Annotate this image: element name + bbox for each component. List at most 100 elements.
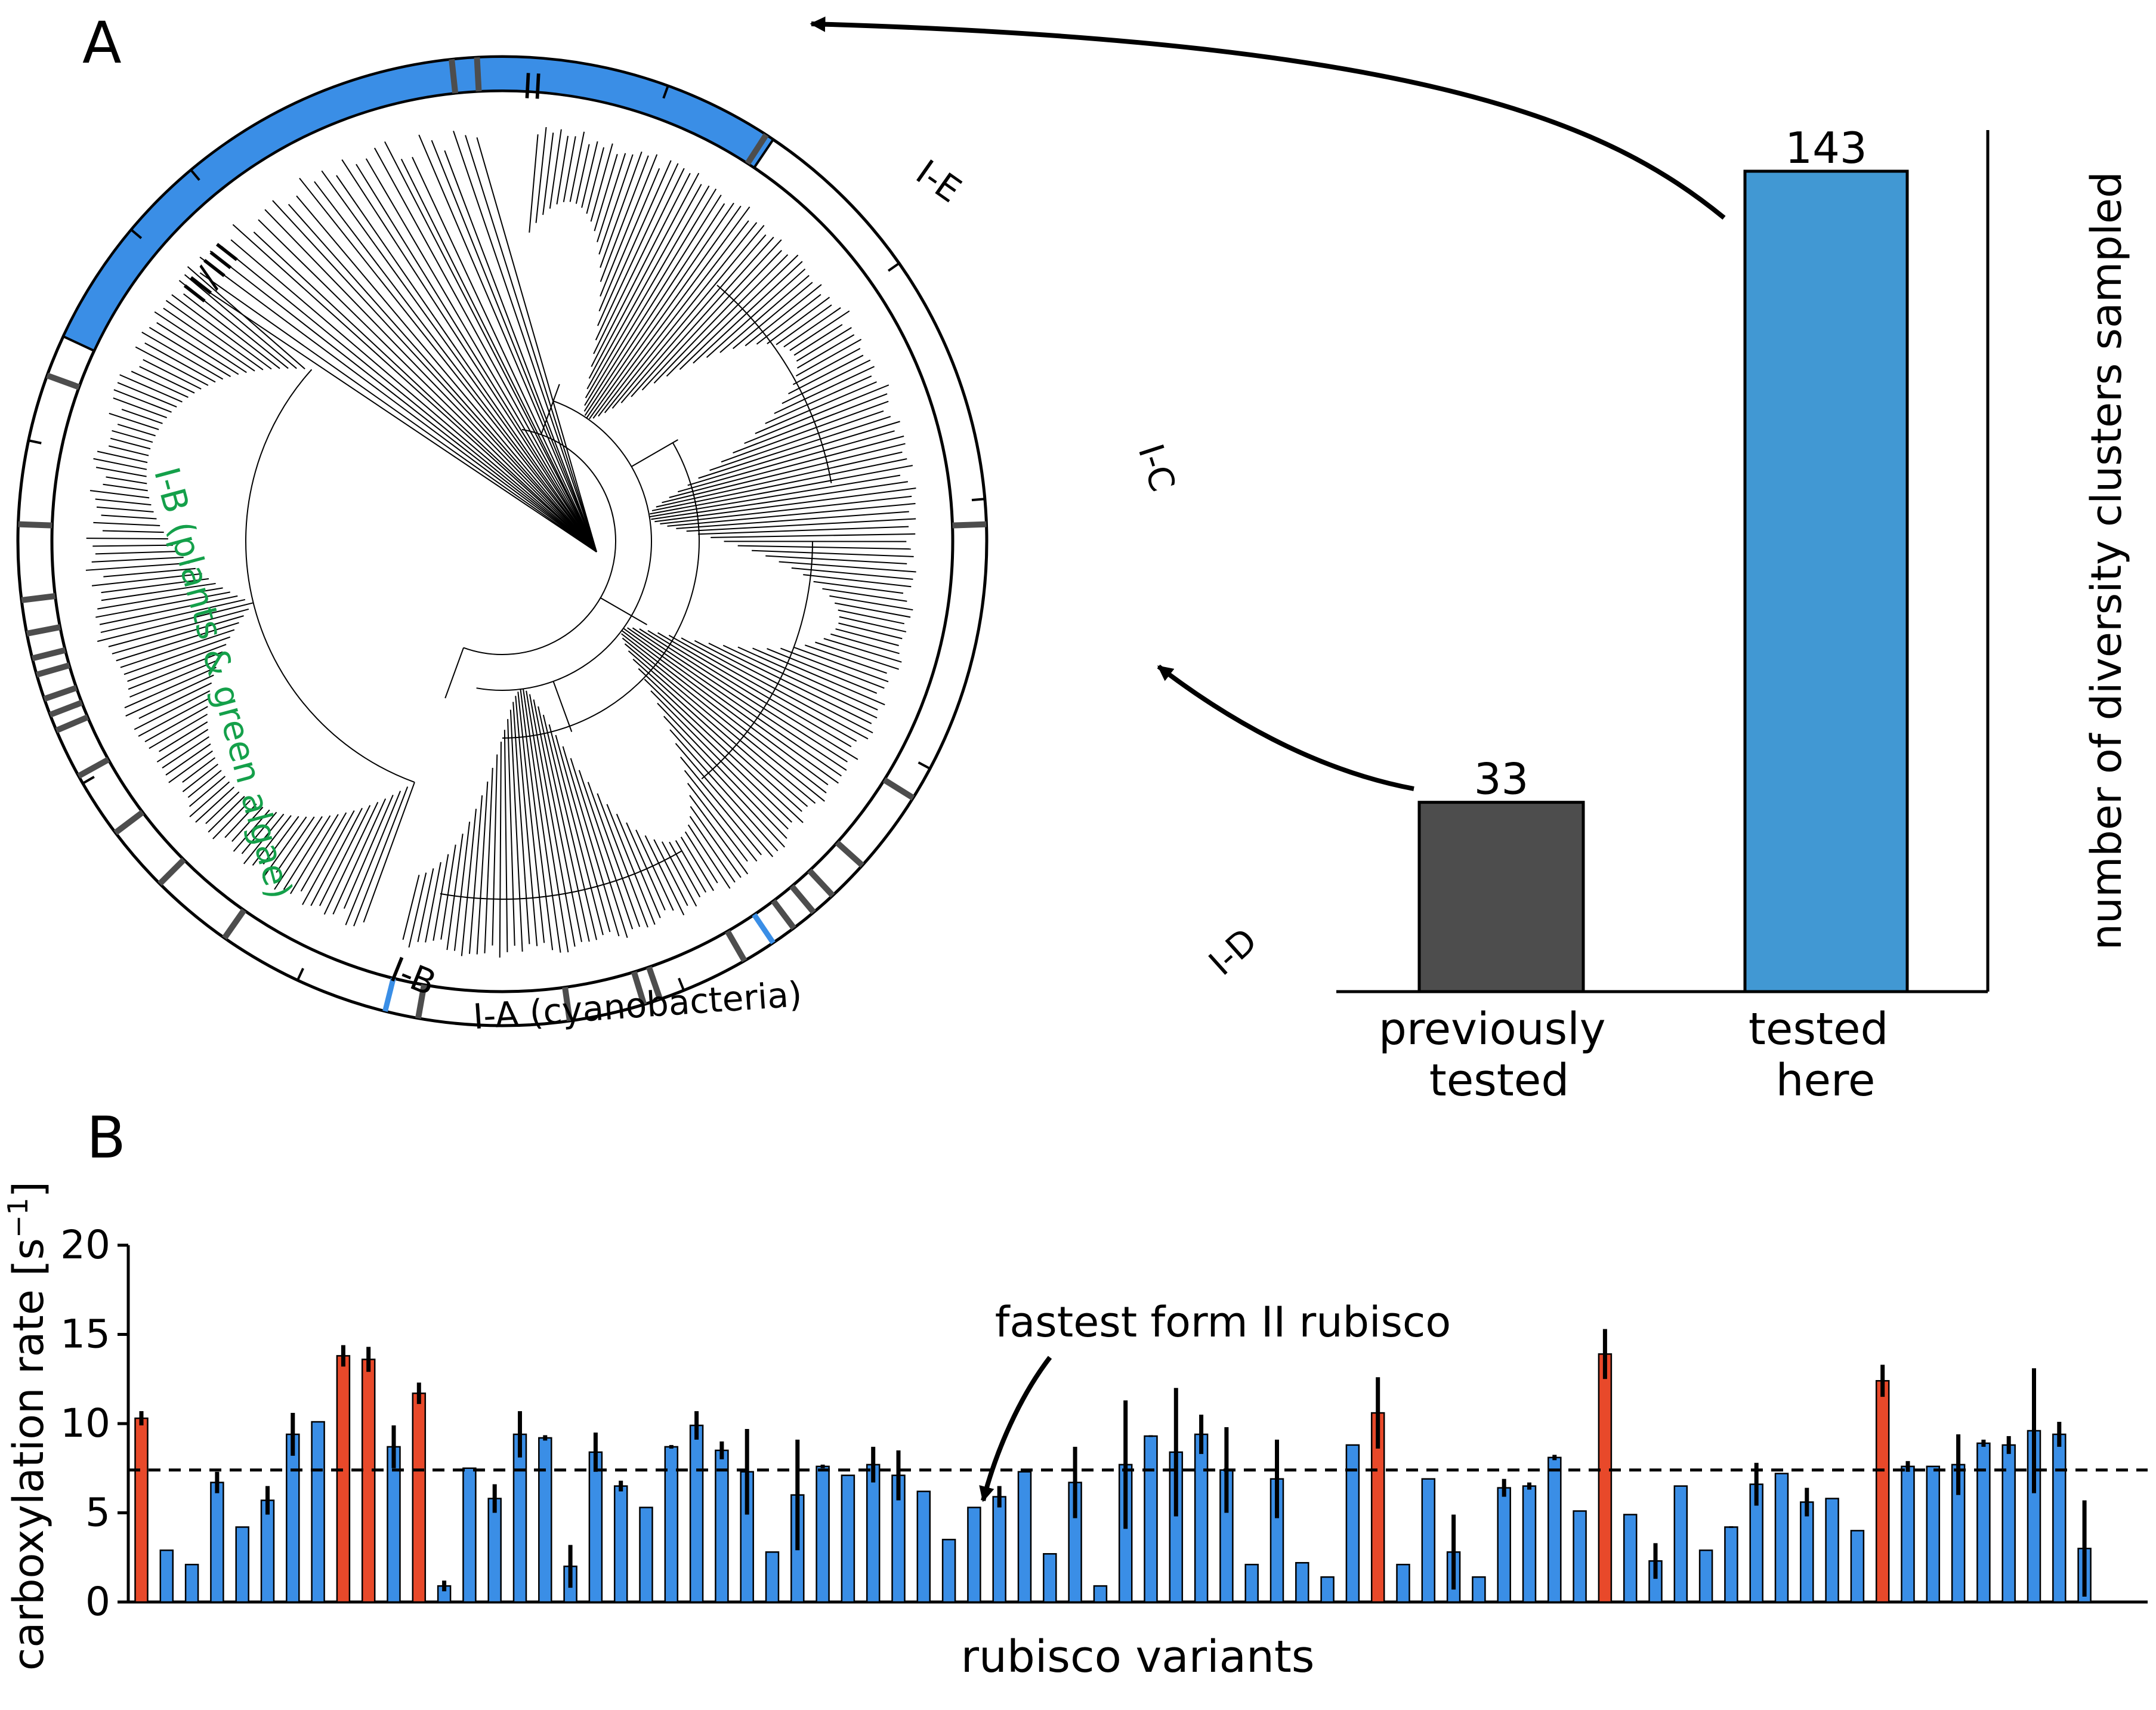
tree-branch xyxy=(755,381,877,434)
tree-branch xyxy=(533,699,582,942)
tree-backbone xyxy=(463,428,617,655)
tree-branch xyxy=(345,791,401,925)
tree-branch xyxy=(592,206,750,419)
tree-branch xyxy=(600,155,649,282)
tree-branch xyxy=(121,409,163,424)
tree-branch xyxy=(288,203,597,552)
tree-branch xyxy=(112,430,153,443)
tree-branch xyxy=(708,643,872,724)
ring-gray-tick xyxy=(835,840,864,868)
tree-branch xyxy=(660,495,912,525)
tree-branches xyxy=(85,126,916,958)
tree-branch xyxy=(597,160,672,326)
tree-branch xyxy=(796,327,852,362)
tree-branch xyxy=(667,502,916,527)
tree-branch xyxy=(258,219,597,552)
tree-branch xyxy=(681,637,869,740)
ring-blue-tick xyxy=(752,913,776,944)
tree-branch xyxy=(492,754,498,946)
bar-red xyxy=(1875,1379,1890,1603)
tree-branch xyxy=(520,689,554,950)
tree-branch xyxy=(476,781,489,955)
ring-separator-tick xyxy=(296,968,304,981)
ring-gray-tick xyxy=(449,58,459,94)
tree-branch xyxy=(461,808,477,956)
tree-branch xyxy=(791,567,913,580)
tree-branch xyxy=(384,141,597,552)
bar-blue xyxy=(1043,1553,1057,1603)
tree-branch xyxy=(171,294,272,370)
tree-branch xyxy=(314,181,597,552)
tree-branch xyxy=(319,805,371,906)
tree-branch xyxy=(125,674,214,717)
tree-branch xyxy=(783,307,841,348)
tree-branch xyxy=(465,135,597,552)
tree-branch xyxy=(745,284,822,347)
tree-branch xyxy=(542,714,597,940)
tree-branch xyxy=(638,668,804,823)
tree-branch xyxy=(187,266,305,370)
tree-branch xyxy=(446,834,464,950)
tree-branch xyxy=(548,724,604,936)
tree-branch xyxy=(822,588,907,602)
tree-branch xyxy=(639,628,848,763)
tree-backbone xyxy=(245,369,415,783)
tree-branch xyxy=(341,159,597,552)
tree-branch xyxy=(336,175,597,552)
tree-branch xyxy=(101,582,216,601)
tree-branch xyxy=(678,430,895,493)
tree-branch xyxy=(109,412,159,430)
tree-branch xyxy=(804,644,887,674)
bar-blue xyxy=(538,1437,552,1603)
tree-branch xyxy=(499,742,502,958)
tree-branch xyxy=(669,729,779,851)
y-ticks: 0 5 10 15 20 xyxy=(60,1222,128,1625)
tree-branch xyxy=(684,831,718,884)
bar-blue xyxy=(1244,1563,1259,1603)
tree-branch xyxy=(332,798,387,915)
tree-branch xyxy=(581,141,598,208)
tree-branch xyxy=(535,126,547,223)
tree-branch xyxy=(209,250,597,552)
bar-red xyxy=(412,1392,427,1603)
bar-blue xyxy=(512,1433,527,1603)
tree-branch xyxy=(139,366,195,394)
tree-branch xyxy=(663,715,785,848)
tree-branch xyxy=(675,743,774,857)
ring-separator-tick xyxy=(887,262,900,272)
tree-branch xyxy=(767,648,878,694)
clade-label-ib-plants: I-B (plants & green algae) xyxy=(146,463,301,903)
ring-gray-tick xyxy=(745,133,769,165)
tree-branch xyxy=(101,514,157,520)
ylabel-end: ] xyxy=(4,1181,53,1197)
tree-branch xyxy=(440,844,456,940)
bar-blue xyxy=(1976,1442,1991,1603)
tree-branch xyxy=(85,562,190,571)
ring-gray-tick xyxy=(113,810,145,835)
tree-branch xyxy=(687,783,748,862)
tree-branch xyxy=(584,203,725,416)
ring-gray-tick xyxy=(36,662,70,678)
tree-branch xyxy=(732,282,813,350)
bar-blue xyxy=(286,1433,300,1603)
tree-branch xyxy=(95,498,152,506)
tree-branch xyxy=(611,224,765,409)
tree-branch xyxy=(91,557,184,563)
ring-separator-tick xyxy=(971,498,986,502)
ring-gray-tick xyxy=(21,593,56,603)
tree-backbone xyxy=(701,541,813,780)
tree-branch xyxy=(100,598,246,633)
tree-branch xyxy=(95,467,147,477)
tree-branch xyxy=(600,151,643,268)
ring-gray-tick xyxy=(157,857,186,886)
tree-branch xyxy=(476,137,597,552)
clade-label-ie: I-E xyxy=(909,152,968,211)
tree-branch xyxy=(93,458,147,470)
reference-line-label: fastest form II rubisco xyxy=(995,1298,1451,1347)
category-line: here xyxy=(1776,1055,1876,1106)
tree-branch xyxy=(93,521,160,526)
tree-branch xyxy=(86,538,168,540)
reference-label-arrow xyxy=(979,1356,1052,1502)
tree-branch xyxy=(542,132,554,215)
tree-branch xyxy=(680,837,714,891)
